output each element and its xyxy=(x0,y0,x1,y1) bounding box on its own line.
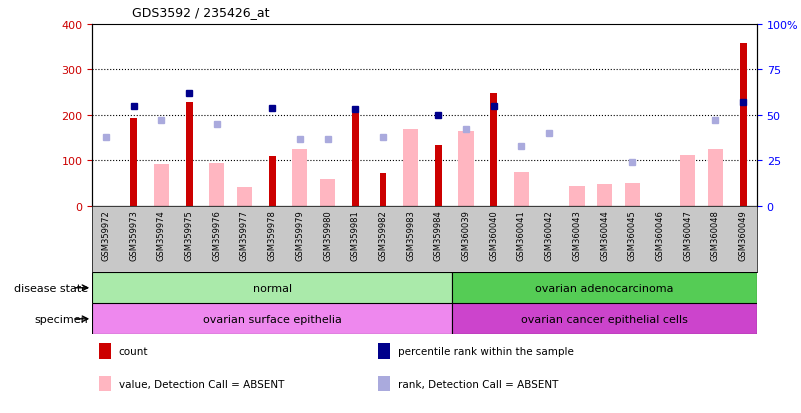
Text: count: count xyxy=(119,346,148,356)
Text: ovarian cancer epithelial cells: ovarian cancer epithelial cells xyxy=(521,314,688,324)
Text: percentile rank within the sample: percentile rank within the sample xyxy=(398,346,574,356)
Bar xyxy=(378,343,390,359)
Bar xyxy=(514,173,529,206)
Text: GSM359980: GSM359980 xyxy=(323,210,332,261)
Text: GSM360043: GSM360043 xyxy=(573,210,582,261)
Bar xyxy=(320,179,335,206)
Bar xyxy=(237,188,252,206)
Text: ovarian surface epithelia: ovarian surface epithelia xyxy=(203,314,341,324)
Text: value, Detection Call = ABSENT: value, Detection Call = ABSENT xyxy=(119,379,284,389)
Text: GSM359972: GSM359972 xyxy=(102,210,111,261)
Text: GSM360049: GSM360049 xyxy=(739,210,747,261)
Text: GSM360039: GSM360039 xyxy=(461,210,470,261)
Text: specimen: specimen xyxy=(34,314,88,324)
Text: normal: normal xyxy=(252,283,292,293)
Bar xyxy=(186,103,192,206)
Text: GSM359984: GSM359984 xyxy=(434,210,443,261)
Bar xyxy=(352,113,359,206)
Text: GSM360048: GSM360048 xyxy=(711,210,720,261)
Bar xyxy=(625,184,640,206)
Bar xyxy=(597,185,612,206)
Text: GSM360047: GSM360047 xyxy=(683,210,692,261)
Text: GSM360040: GSM360040 xyxy=(489,210,498,261)
Text: GSM359981: GSM359981 xyxy=(351,210,360,261)
Bar xyxy=(92,273,453,304)
Text: GSM359982: GSM359982 xyxy=(379,210,388,261)
Bar xyxy=(292,150,308,206)
Text: GSM359975: GSM359975 xyxy=(184,210,194,261)
Bar xyxy=(708,150,723,206)
Text: GSM359983: GSM359983 xyxy=(406,210,415,261)
Bar xyxy=(380,174,386,206)
Text: GSM359974: GSM359974 xyxy=(157,210,166,261)
Bar xyxy=(131,119,137,206)
Bar xyxy=(458,131,473,206)
Text: GSM360044: GSM360044 xyxy=(600,210,609,261)
Bar xyxy=(403,130,418,206)
Bar xyxy=(268,157,276,206)
Text: GSM359973: GSM359973 xyxy=(129,210,138,261)
Bar xyxy=(570,186,585,206)
Text: GSM359979: GSM359979 xyxy=(296,210,304,261)
Text: GSM359976: GSM359976 xyxy=(212,210,221,261)
Bar xyxy=(154,164,169,206)
Text: GDS3592 / 235426_at: GDS3592 / 235426_at xyxy=(132,6,270,19)
Bar xyxy=(490,93,497,206)
Text: disease state: disease state xyxy=(14,283,88,293)
Text: GSM360042: GSM360042 xyxy=(545,210,553,261)
Bar xyxy=(739,44,747,206)
Text: GSM360045: GSM360045 xyxy=(628,210,637,261)
Bar xyxy=(209,164,224,206)
Bar xyxy=(92,304,453,335)
Text: ovarian adenocarcinoma: ovarian adenocarcinoma xyxy=(535,283,674,293)
Bar xyxy=(680,156,695,206)
Bar xyxy=(453,273,757,304)
Bar xyxy=(378,376,390,392)
Text: rank, Detection Call = ABSENT: rank, Detection Call = ABSENT xyxy=(398,379,558,389)
Text: GSM359978: GSM359978 xyxy=(268,210,276,261)
Bar xyxy=(453,304,757,335)
Bar xyxy=(435,146,442,206)
Text: GSM360041: GSM360041 xyxy=(517,210,526,261)
Bar xyxy=(99,376,111,392)
Bar xyxy=(99,343,111,359)
Text: GSM360046: GSM360046 xyxy=(655,210,665,261)
Text: GSM359977: GSM359977 xyxy=(240,210,249,261)
